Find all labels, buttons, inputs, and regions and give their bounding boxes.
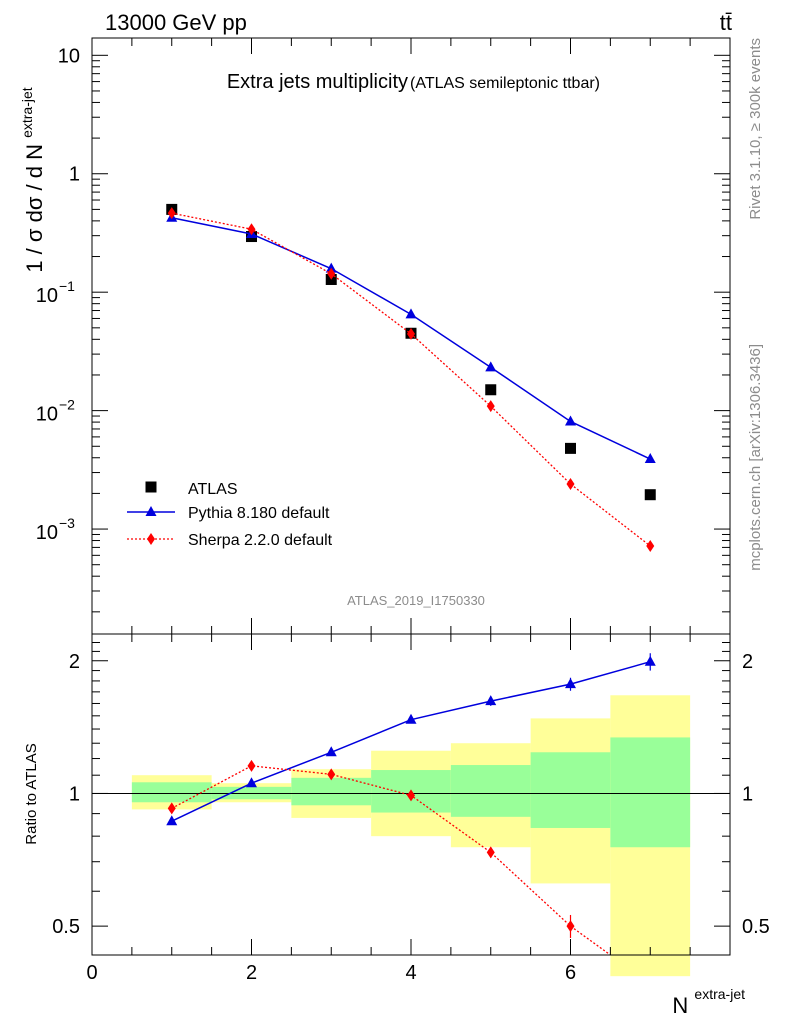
main-y-axis-label-text: 1 / σ dσ / d N xyxy=(22,144,47,273)
main-point-pythia xyxy=(644,453,656,464)
ratio-point-sherpa xyxy=(407,789,415,802)
rivet-version-label: Rivet 3.1.10, ≥ 300k events xyxy=(747,38,764,220)
main-y-tick-label: 10 xyxy=(36,285,58,307)
ratio-y-axis-label: Ratio to ATLAS xyxy=(23,743,40,844)
ratio-point-pythia xyxy=(485,695,497,706)
main-point-sherpa xyxy=(407,327,415,340)
ratio-inner-band xyxy=(610,737,691,848)
ratio-series-layer xyxy=(166,653,656,990)
ratio-y-tick-label-right: 0.5 xyxy=(742,916,770,938)
main-point-atlas xyxy=(644,489,656,501)
ratio-point-pythia xyxy=(246,777,257,788)
main-point-sherpa xyxy=(247,223,256,236)
ratio-point-sherpa xyxy=(566,920,575,933)
legend-pythia-label: Pythia 8.180 default xyxy=(188,505,330,522)
main-y-tick-label: 10 xyxy=(36,522,58,544)
plot-title: Extra jets multiplicity xyxy=(227,71,408,93)
x-axis-label-text: N xyxy=(672,993,688,1018)
ratio-inner-band xyxy=(530,752,611,828)
main-y-axis-label-superscript: extra-jet xyxy=(19,87,35,138)
main-point-atlas xyxy=(485,384,497,396)
energy-label: 13000 GeV pp xyxy=(105,10,247,35)
main-point-pythia xyxy=(485,361,497,372)
main-point-pythia xyxy=(565,415,576,426)
main-point-atlas xyxy=(565,442,576,454)
ratio-point-sherpa xyxy=(247,759,256,772)
main-y-axis-label: 1 / σ dσ / d N extra-jet xyxy=(19,87,47,272)
main-point-sherpa xyxy=(486,400,495,413)
process-label: tt̄ xyxy=(720,10,732,35)
ratio-point-sherpa xyxy=(327,768,336,781)
ratio-point-sherpa xyxy=(486,846,495,859)
main-y-tick-exponent: −1 xyxy=(59,278,75,294)
ratio-point-pythia xyxy=(565,678,576,689)
ratio-inner-band xyxy=(291,777,372,806)
ratio-y-tick-label-left: 1 xyxy=(69,783,80,805)
main-point-pythia xyxy=(325,262,337,273)
analysis-id: ATLAS_2019_I1750330 xyxy=(347,593,485,608)
ratio-point-pythia xyxy=(644,655,656,666)
ratio-y-tick-label-left: 2 xyxy=(69,651,80,673)
mcplots-label: mcplots.cern.ch [arXiv:1306.3436] xyxy=(747,344,764,571)
x-axis-label-superscript: extra-jet xyxy=(694,986,745,1002)
x-tick-label: 2 xyxy=(246,962,257,984)
ratio-series-group xyxy=(166,653,656,990)
ratio-y-tick-label-right: 2 xyxy=(742,651,753,673)
main-point-sherpa xyxy=(566,478,575,491)
main-point-sherpa xyxy=(327,267,336,280)
legend-pythia-marker xyxy=(145,506,157,516)
main-point-sherpa xyxy=(167,207,176,220)
ratio-inner-band xyxy=(450,765,531,817)
x-axis-label: N extra-jet xyxy=(672,986,745,1018)
main-point-sherpa xyxy=(646,539,655,552)
x-tick-label: 6 xyxy=(565,962,576,984)
x-tick-label: 0 xyxy=(86,962,97,984)
main-y-tick-exponent: −2 xyxy=(59,397,75,413)
ratio-point-pythia xyxy=(325,746,337,757)
ratio-y-tick-label-right: 1 xyxy=(742,783,753,805)
legend-sherpa-label: Sherpa 2.2.0 default xyxy=(188,532,333,549)
main-series-layer xyxy=(166,203,656,552)
ratio-uncertainty-bands xyxy=(131,695,691,977)
ratio-point-pythia xyxy=(405,713,417,724)
main-y-tick-label: 10 xyxy=(58,45,80,67)
ratio-y-tick-label-left: 0.5 xyxy=(52,916,80,938)
legend: ATLAS Pythia 8.180 default Sherpa 2.2.0 … xyxy=(127,481,333,549)
main-line-sherpa xyxy=(171,212,651,547)
main-y-tick-exponent: −3 xyxy=(59,515,75,531)
legend-sherpa-marker xyxy=(147,533,155,545)
ratio-point-sherpa xyxy=(167,802,176,815)
main-y-tick-label: 10 xyxy=(36,404,58,426)
x-tick-label: 4 xyxy=(405,962,416,984)
ratio-inner-band xyxy=(131,782,212,803)
ratio-axis-ticks: 0.5 0.5 1 1 2 2 0 2 4 6 xyxy=(52,634,770,984)
main-point-pythia xyxy=(405,308,417,319)
legend-atlas-marker xyxy=(145,481,157,493)
plot-subtitle: (ATLAS semileptonic ttbar) xyxy=(410,75,600,92)
main-y-tick-label: 1 xyxy=(69,164,80,186)
ratio-point-pythia xyxy=(166,815,178,826)
legend-atlas-label: ATLAS xyxy=(188,481,238,498)
ratio-point-sherpa xyxy=(646,978,654,990)
